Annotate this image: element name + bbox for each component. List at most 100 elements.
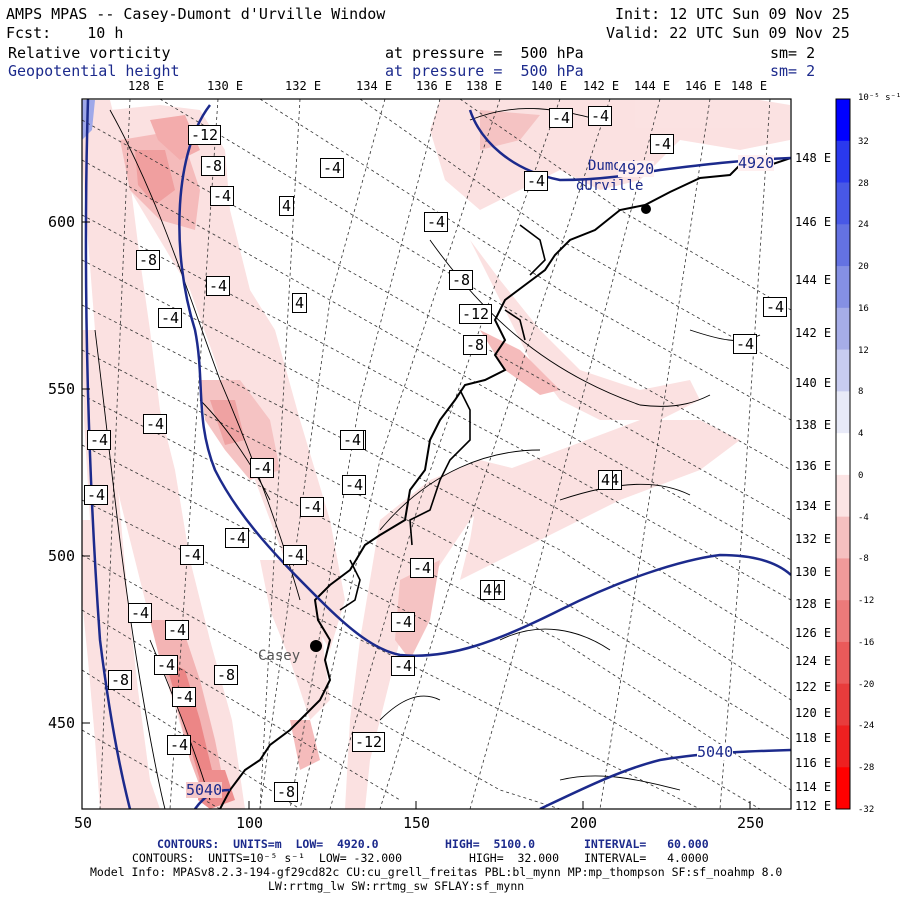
colorbar-swatch (836, 140, 850, 184)
right-longitude-label: 112 E (795, 799, 832, 813)
vorticity-label: 4 (292, 293, 308, 313)
colorbar-unit-label: 10⁻⁵ s⁻¹ (858, 93, 900, 103)
x-tick-label: 200 (570, 814, 598, 832)
vorticity-label: -4 (391, 656, 416, 676)
colorbar-label: 20 (858, 262, 869, 273)
colorbar-label: -12 (858, 596, 875, 607)
footer-contours-vorticity: CONTOURS: UNITS=10⁻⁵ s⁻¹ LOW= -32.000 (132, 851, 403, 865)
field1-name: Relative vorticity (8, 44, 171, 62)
colorbar-label: 0 (858, 470, 864, 481)
vorticity-label: -4 (549, 108, 574, 128)
right-longitude-label: 122 E (795, 680, 832, 694)
right-longitude-label: 116 E (795, 756, 832, 770)
colorbar-swatch (836, 600, 850, 643)
right-longitude-label: 134 E (795, 499, 832, 513)
colorbar-swatch (836, 307, 850, 351)
right-longitude-label: 130 E (795, 565, 832, 579)
vorticity-label: -8 (463, 335, 488, 355)
right-longitude-label: 132 E (795, 532, 832, 546)
height-label: 5040 (697, 743, 734, 761)
valid-time: Valid: 22 UTC Sun 09 Nov 25 (606, 24, 850, 42)
x-tick-label: 150 (403, 814, 431, 832)
field2-name: Geopotential height (8, 62, 180, 80)
ice-shelf-outline (339, 224, 546, 611)
colorbar-label: 32 (858, 136, 869, 147)
station-label-casey: Casey (258, 648, 301, 664)
colorbar-frame (835, 98, 851, 810)
dumont-durville-marker (641, 204, 651, 214)
height-label: 4920 (738, 154, 775, 172)
vorticity-label: -4 (588, 106, 613, 126)
casey-marker (310, 640, 322, 652)
top-longitude-label: 144 E (634, 79, 671, 93)
vorticity-label: -4 (128, 603, 153, 623)
colorbar-label: -4 (858, 512, 869, 523)
lat-lon-grid (82, 99, 791, 809)
height-label: 5040 (186, 781, 223, 799)
plot-title: AMPS MPAS -- Casey-Dumont d'Urville Wind… (6, 5, 386, 23)
vorticity-label: -4 (763, 297, 788, 317)
vorticity-label: -4 (154, 655, 179, 675)
colorbar-label: 8 (858, 387, 864, 398)
vorticity-label: 4 (480, 580, 496, 600)
colorbar-swatch (836, 266, 850, 309)
vorticity-label: -8 (136, 250, 161, 270)
colorbar-label: 24 (858, 220, 869, 231)
colorbar-swatch (836, 391, 850, 434)
vorticity-label: -12 (352, 732, 386, 752)
colorbar-label: -8 (858, 554, 869, 565)
vorticity-label: -4 (167, 735, 192, 755)
colorbar-swatch (836, 224, 850, 267)
vorticity-label: -4 (158, 308, 183, 328)
coastline (219, 157, 791, 809)
colorbar-label: 12 (858, 345, 869, 356)
right-longitude-label: 146 E (795, 215, 832, 229)
vorticity-label: -4 (165, 620, 190, 640)
vorticity-label: -4 (210, 186, 235, 206)
colorbar-swatch (836, 725, 850, 768)
station-label-durville: dUrville (576, 178, 644, 194)
vorticity-label: -4 (650, 134, 675, 154)
vorticity-label: -4 (180, 545, 205, 565)
vorticity-label: -4 (84, 485, 109, 505)
geopotential-contours (84, 99, 791, 809)
colorbar-swatch (836, 641, 850, 685)
vorticity-label: 4 (598, 470, 614, 490)
x-tick-label: 100 (236, 814, 264, 832)
right-longitude-label: 136 E (795, 459, 832, 473)
colorbar-swatch (836, 433, 850, 476)
colorbar-swatch (836, 182, 850, 225)
vorticity-label: -4 (340, 430, 365, 450)
vorticity-label: -4 (410, 558, 435, 578)
vorticity-label: -4 (320, 158, 345, 178)
axis-ticks (81, 221, 751, 809)
vorticity-label: -4 (300, 497, 325, 517)
vorticity-label: -4 (391, 612, 416, 632)
field2-smoothing: sm= 2 (770, 62, 816, 80)
colorbar-swatch (836, 767, 850, 810)
right-longitude-label: 126 E (795, 626, 832, 640)
colorbar-swatch (836, 516, 850, 559)
colorbar-swatch (836, 683, 850, 726)
top-longitude-label: 132 E (285, 79, 322, 93)
colorbar-label: -28 (858, 763, 875, 774)
field1-smoothing: sm= 2 (770, 44, 816, 62)
colorbar-label: 28 (858, 178, 869, 189)
forecast-hour: Fcst: 10 h (6, 24, 124, 42)
right-longitude-label: 120 E (795, 706, 832, 720)
colorbar-label: 4 (858, 429, 864, 440)
right-longitude-label: 118 E (795, 731, 832, 745)
plot-frame (81, 98, 792, 810)
footer-contours-height-interval: INTERVAL= 60.000 (584, 837, 709, 851)
vorticity-label: -4 (87, 430, 112, 450)
vorticity-label: 4 (279, 196, 295, 216)
field2-level: at pressure = 500 hPa (385, 62, 584, 80)
right-longitude-label: 142 E (795, 326, 832, 340)
right-longitude-label: 128 E (795, 597, 832, 611)
top-longitude-label: 146 E (685, 79, 722, 93)
footer-model-info: Model Info: MPASv8.2.3-194-gf29cd82c CU:… (90, 865, 783, 879)
y-tick-label: 500 (48, 547, 76, 565)
x-tick-label: 50 (74, 814, 93, 832)
colorbar-label: -20 (858, 679, 875, 690)
